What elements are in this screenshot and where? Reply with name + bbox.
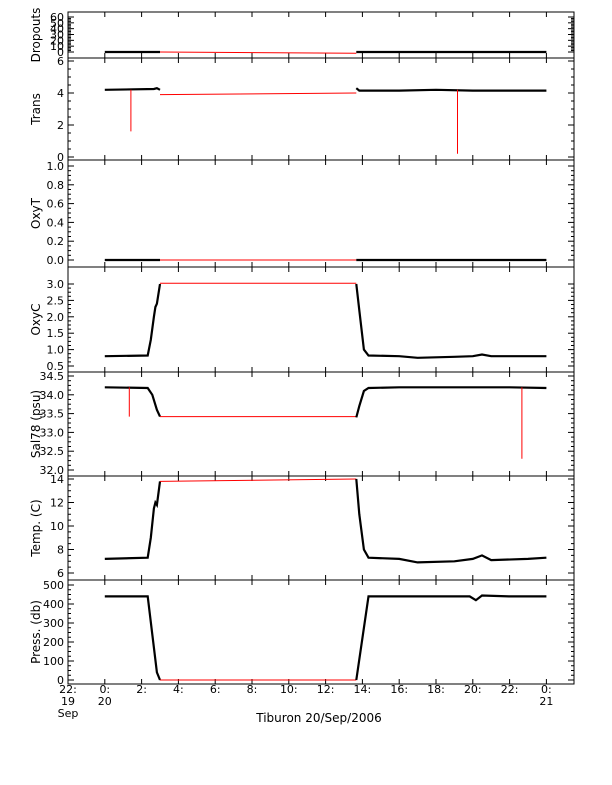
- panel-frame: [67, 57, 575, 161]
- x-tick-label: 4:: [173, 683, 184, 696]
- y-tick-label: 12: [50, 497, 64, 510]
- x-tick-label: 19: [61, 695, 75, 708]
- panel-frame: [67, 475, 575, 581]
- y-tick-label: 200: [43, 636, 64, 649]
- x-tick-label: 6:: [210, 683, 221, 696]
- y-tick-label: 20: [50, 34, 64, 47]
- y-tick-label: 6: [57, 567, 64, 580]
- y-axis-label-oxyt: OxyT: [29, 197, 43, 229]
- y-tick-label: 0: [57, 674, 64, 687]
- y-tick-label: 0.8: [47, 179, 65, 192]
- x-tick-label: 22:: [501, 683, 519, 696]
- x-tick-label: 20: [98, 695, 112, 708]
- x-tick-label: 16:: [390, 683, 408, 696]
- y-tick-label: 14: [50, 473, 64, 486]
- x-tick-label: 2:: [136, 683, 147, 696]
- panel-trans: 0 2 4 6 Trans: [29, 55, 575, 164]
- series-line-oxyc-data-0: [104, 283, 162, 358]
- y-tick-label: 0: [57, 151, 64, 164]
- x-tick-label: 10:: [280, 683, 298, 696]
- y-tick-label: 32.5: [40, 445, 65, 458]
- series-line-oxyc-data-2: [355, 283, 547, 359]
- y-tick-label: 34.5: [40, 370, 65, 383]
- y-tick-label: 1.0: [47, 344, 65, 357]
- series-line-temp-data-0: [104, 481, 162, 560]
- y-axis-label-temp: Temp. (C): [29, 499, 43, 557]
- x-tick-label: 22:: [59, 683, 77, 696]
- series-line-sal78-data-2: [355, 386, 547, 418]
- series-line-press-data-0: [104, 595, 162, 681]
- y-tick-label: 60: [50, 11, 64, 24]
- y-tick-label: 1.0: [47, 160, 65, 173]
- y-axis-label-press: Press. (db): [29, 600, 43, 664]
- y-tick-label: 0: [57, 46, 64, 59]
- y-tick-label: 2: [57, 119, 64, 132]
- y-tick-label: 0.5: [47, 360, 65, 373]
- panel-oxyt: 0.0 0.2 0.4 0.6 0.8 1.0 OxyT: [29, 159, 575, 268]
- y-tick-label: 300: [43, 617, 64, 630]
- series-line-temp-gap-1: [159, 478, 357, 482]
- y-axis-label-oxyc: OxyC: [29, 303, 43, 335]
- y-tick-label: 400: [43, 598, 64, 611]
- x-tick-label: 14:: [354, 683, 372, 696]
- y-tick-label: 10: [50, 40, 64, 53]
- y-tick-label: 0.2: [47, 235, 65, 248]
- y-axis-label-dropouts: Dropouts: [29, 8, 43, 63]
- y-tick-label: 33.0: [40, 426, 65, 439]
- y-tick-label: 0.0: [47, 254, 65, 267]
- panel-frame: [67, 159, 575, 268]
- y-tick-label: 3.0: [47, 278, 65, 291]
- y-tick-label: 50: [50, 17, 64, 30]
- y-tick-label: 2.0: [47, 311, 65, 324]
- x-tick-label: 12:: [317, 683, 335, 696]
- y-tick-label: 40: [50, 23, 64, 36]
- y-tick-label: 2.5: [47, 294, 65, 307]
- series-line-dropouts-gap-1: [159, 51, 357, 54]
- series-line-trans-data-2: [355, 87, 547, 92]
- series-line-trans-gap-1: [159, 92, 357, 96]
- panel-sal78: 32.0 32.5 33.0 33.5 34.0 34.5 Sal78 (psu): [29, 370, 575, 477]
- y-axis-label-trans: Trans: [29, 93, 43, 126]
- y-tick-label: 1.5: [47, 327, 65, 340]
- y-axis-label-sal78: Sal78 (psu): [29, 390, 43, 458]
- y-tick-label: 100: [43, 655, 64, 668]
- y-tick-label: 10: [50, 520, 64, 533]
- y-tick-label: 4: [57, 87, 64, 100]
- x-tick-label: 18:: [427, 683, 445, 696]
- x-tick-label: Sep: [58, 707, 79, 720]
- x-axis-label: Tiburon 20/Sep/2006: [255, 711, 381, 725]
- x-tick-label: 20:: [464, 683, 482, 696]
- x-tick-label: 0:: [99, 683, 110, 696]
- y-tick-label: 500: [43, 579, 64, 592]
- series-line-sal78-data-0: [104, 386, 162, 418]
- y-tick-label: 30: [50, 29, 64, 42]
- x-tick-label: 0:: [541, 683, 552, 696]
- y-tick-label: 6: [57, 55, 64, 68]
- panel-oxyc: 0.5 1.0 1.5 2.0 2.5 3.0 OxyC: [29, 266, 575, 373]
- series-line-trans-data-0: [104, 87, 161, 91]
- y-tick-label: 32.0: [40, 464, 65, 477]
- y-tick-label: 33.5: [40, 408, 65, 421]
- panel-temp: 6 8 10 12 14 Temp. (C): [29, 473, 575, 581]
- x-tick-label: 21: [539, 695, 553, 708]
- y-tick-label: 34.0: [40, 389, 65, 402]
- y-tick-label: 8: [57, 544, 64, 557]
- y-tick-label: 0.4: [47, 216, 65, 229]
- panels-layer: 0102030405060Dropouts0246Trans0.00.20.40…: [29, 8, 575, 687]
- series-line-press-data-2: [355, 594, 547, 681]
- x-tick-label: 8:: [247, 683, 258, 696]
- y-tick-label: 0.6: [47, 198, 65, 211]
- series-line-temp-data-2: [355, 478, 547, 564]
